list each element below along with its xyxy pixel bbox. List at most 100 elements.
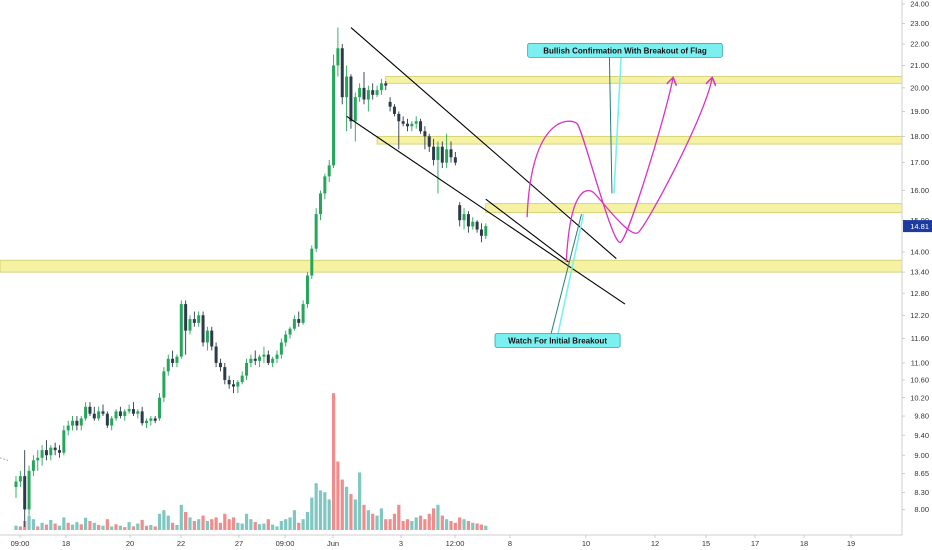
candle-body — [84, 406, 88, 419]
volume-bar — [214, 517, 218, 530]
volume-bar — [40, 522, 44, 530]
candle-body — [458, 205, 462, 221]
candle-body — [249, 358, 253, 363]
candle-body — [336, 48, 340, 66]
candle-body — [140, 411, 144, 424]
volume-layer — [14, 393, 488, 530]
candle-body — [236, 382, 240, 387]
volume-bar — [458, 517, 462, 530]
candle-body — [166, 358, 170, 372]
candle-body — [371, 90, 375, 95]
volume-bar — [110, 526, 114, 530]
volume-bar — [436, 504, 440, 530]
volume-bar — [14, 525, 18, 530]
candle-body — [162, 371, 166, 398]
candle-body — [97, 411, 101, 419]
candle-body — [145, 420, 148, 424]
volume-bar — [244, 513, 249, 530]
y-tick-label: 12.80 — [910, 289, 929, 298]
candle-body — [184, 304, 188, 331]
candle-body — [466, 214, 470, 227]
volume-bar — [53, 523, 57, 530]
y-tick-label: 21.00 — [910, 61, 929, 70]
candle-body — [201, 315, 205, 343]
candle-body — [345, 76, 349, 98]
volume-bar — [471, 522, 475, 530]
candle-body — [305, 275, 309, 305]
volume-bar — [57, 525, 62, 530]
volume-bar — [18, 526, 22, 530]
y-tick-label: 8.00 — [914, 505, 929, 514]
volume-bar — [62, 517, 66, 530]
volume-bar — [44, 524, 49, 530]
volume-bar — [140, 519, 144, 530]
support-resistance-zone — [376, 135, 903, 145]
candle-body — [245, 362, 249, 376]
volume-bar — [118, 525, 122, 530]
y-tick-label: 9.80 — [914, 412, 929, 421]
volume-bar — [31, 519, 35, 530]
x-tick-label: 22 — [177, 539, 185, 548]
volume-bar — [392, 513, 397, 530]
volume-bar — [440, 515, 444, 530]
candle-body — [36, 457, 40, 461]
volume-bar — [388, 519, 392, 530]
candle-body — [49, 447, 53, 456]
candle-body — [40, 450, 44, 458]
candle-body — [310, 248, 314, 276]
volume-bar — [197, 519, 201, 530]
flag-channel-line — [485, 198, 569, 263]
volume-bar — [27, 515, 31, 530]
volume-bar — [279, 521, 283, 530]
candle-body — [227, 379, 231, 385]
candle-body — [440, 146, 444, 163]
candle-body — [127, 409, 131, 412]
projection-path — [526, 79, 673, 243]
flag-channel-line — [350, 27, 617, 260]
x-axis: 09:00 18 20 22 27 09:00 Jun 3 12:00 8 10 12 15 17 18 19 — [11, 535, 855, 548]
volume-bar — [397, 504, 401, 530]
volume-bar — [75, 522, 79, 530]
candle-body — [475, 221, 479, 230]
candle-body — [332, 65, 336, 166]
volume-bar — [231, 517, 236, 530]
candle-body — [27, 470, 31, 510]
volume-bar — [375, 515, 379, 530]
x-tick-label: 19 — [847, 539, 855, 548]
y-tick-label: 8.65 — [914, 469, 929, 478]
volume-bar — [171, 522, 175, 530]
candle-body — [214, 346, 218, 363]
candle-body — [23, 476, 27, 510]
flag-channel-line — [346, 115, 626, 305]
candle-body — [410, 123, 414, 127]
candle-body — [218, 362, 222, 368]
x-tick-label: 12 — [651, 539, 659, 548]
volume-bar — [345, 486, 349, 530]
volume-bar — [36, 526, 40, 530]
candle-body — [479, 229, 483, 236]
volume-bar — [184, 512, 188, 530]
candle-body — [53, 447, 57, 451]
x-tick-label: 10 — [582, 539, 590, 548]
x-tick-label: 18 — [800, 539, 808, 548]
volume-bar — [253, 522, 257, 530]
volume-bar — [179, 504, 183, 530]
candle-body — [136, 411, 140, 414]
volume-bar — [266, 519, 270, 530]
volume-bar — [323, 492, 327, 530]
candle-body — [327, 165, 331, 177]
volume-bar — [162, 510, 166, 530]
volume-bar — [314, 483, 318, 530]
candle-body — [75, 420, 79, 426]
candle-body — [471, 221, 475, 227]
volume-bar — [101, 525, 105, 530]
volume-bar — [475, 523, 479, 530]
volume-bar — [210, 519, 214, 530]
volume-bar — [166, 515, 170, 530]
candle-body — [114, 411, 118, 419]
candle-body — [88, 406, 92, 414]
candle-body — [275, 354, 279, 359]
candle-body — [406, 123, 409, 127]
candle-body — [158, 397, 162, 419]
volume-bar — [366, 510, 370, 530]
